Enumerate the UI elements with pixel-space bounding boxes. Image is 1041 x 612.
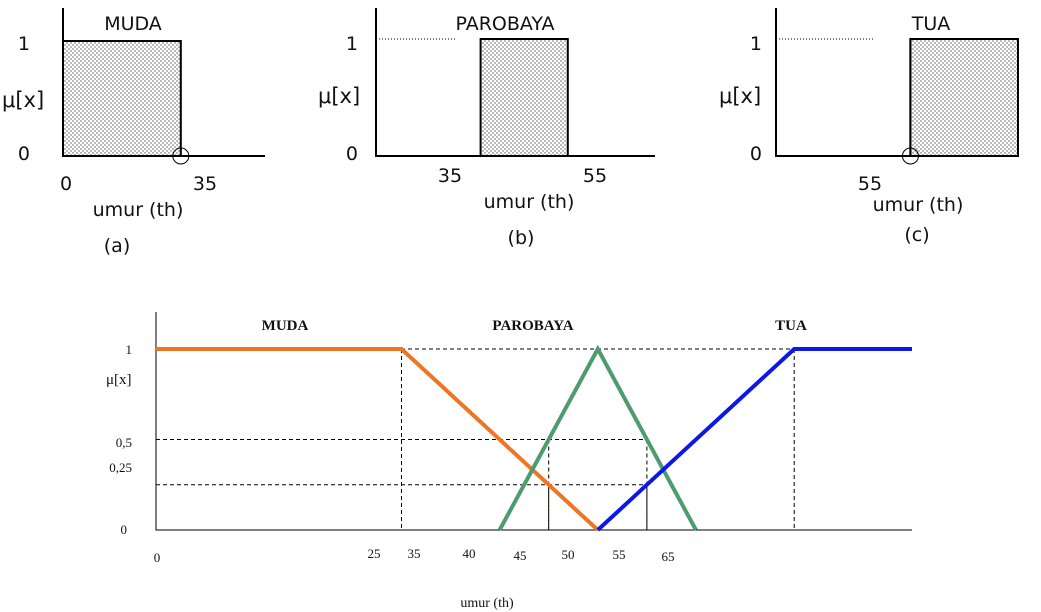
x-tick-label: 55 <box>858 173 882 195</box>
series-lines <box>156 344 912 532</box>
x-tick-label: 55 <box>613 547 626 562</box>
chart-fuzzy-membership: 1 0,5 0,25 0 μ[x] 0 25 35 40 45 50 55 65… <box>106 312 912 611</box>
x-tick-label: 0 <box>60 173 72 195</box>
y-axis-label: μ[x] <box>318 84 360 108</box>
chart-title: PAROBAYA <box>455 13 554 35</box>
x-tick-label: 35 <box>408 546 421 561</box>
x-tick-label: 40 <box>463 546 476 561</box>
panel-caption: (b) <box>508 227 535 249</box>
x-tick-label: 35 <box>193 173 217 195</box>
y-tick-label: 1 <box>126 342 133 357</box>
axes <box>155 312 912 531</box>
chart-title: MUDA <box>104 13 162 35</box>
chart-muda-crisp: MUDA 1 0 μ[x] 0 35 umur (th) (a) <box>2 8 265 257</box>
legend-label-muda: MUDA <box>262 318 309 334</box>
x-tick-label: 0 <box>154 550 161 565</box>
y-tick-label: 1 <box>18 33 30 55</box>
y-tick-label: 0,5 <box>116 435 132 450</box>
y-tick-label: 0 <box>750 143 762 165</box>
panel-caption: (a) <box>104 235 130 257</box>
axes <box>62 8 265 157</box>
y-axis-label: μ[x] <box>106 372 132 388</box>
legend-label-tua: TUA <box>775 318 807 334</box>
x-tick-label: 65 <box>662 549 675 564</box>
y-tick-label: 1 <box>346 33 358 55</box>
x-axis-label: umur (th) <box>93 199 184 221</box>
y-tick-label: 0,25 <box>109 460 132 475</box>
y-axis-label: μ[x] <box>2 88 44 112</box>
x-axis-label: umur (th) <box>460 596 514 611</box>
panel-caption: (c) <box>904 224 929 246</box>
x-axis-label: umur (th) <box>873 194 964 216</box>
membership-edge <box>909 38 1018 156</box>
membership-area <box>62 40 182 156</box>
y-tick-label: 1 <box>750 33 762 55</box>
y-tick-label: 0 <box>121 522 128 537</box>
x-tick-label: 25 <box>368 546 381 561</box>
x-tick-label: 55 <box>583 165 607 187</box>
y-tick-label: 0 <box>18 143 30 165</box>
x-tick-label: 35 <box>438 165 462 187</box>
membership-area <box>909 38 1019 157</box>
chart-parobaya-crisp: PAROBAYA 1 0 μ[x] 35 55 umur (th) (b) <box>318 8 655 249</box>
membership-area <box>479 38 569 156</box>
x-tick-label: 50 <box>562 547 575 562</box>
x-tick-label: 45 <box>514 548 527 563</box>
axes <box>775 8 1018 157</box>
axes <box>375 8 655 157</box>
point-marker <box>172 147 190 165</box>
legend-label-parobaya: PAROBAYA <box>492 318 573 334</box>
chart-title: TUA <box>911 13 951 35</box>
x-axis-label: umur (th) <box>484 191 575 213</box>
y-tick-label: 0 <box>346 143 358 165</box>
point-marker <box>901 147 919 165</box>
series-line-tua <box>596 347 912 532</box>
y-axis-label: μ[x] <box>719 84 761 108</box>
chart-tua-crisp: TUA 1 0 μ[x] 55 umur (th) (c) <box>719 8 1019 246</box>
